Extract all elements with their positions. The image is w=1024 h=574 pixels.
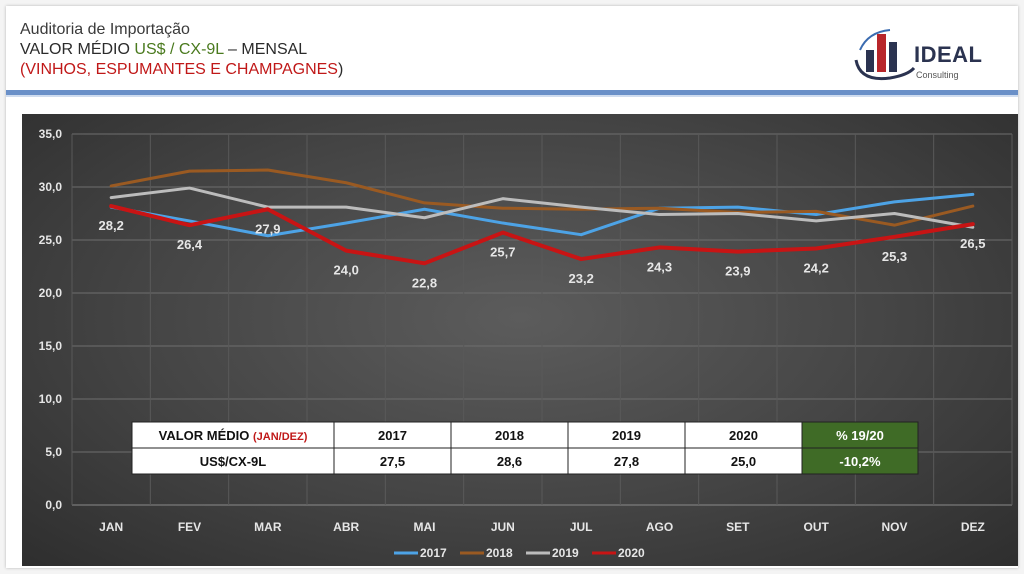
category-text: VINHOS, ESPUMANTES E CHAMPAGNES — [25, 61, 338, 78]
table-year-header: 2020 — [729, 428, 758, 443]
subtitle-prefix: VALOR MÉDIO — [20, 41, 135, 58]
x-tick-label: NOV — [881, 520, 907, 534]
data-label: 23,9 — [725, 264, 750, 279]
table-cell — [450, 421, 569, 449]
series-line-2018 — [109, 168, 975, 227]
table-value: 27,8 — [614, 454, 639, 469]
x-tick-label: MAI — [414, 520, 436, 534]
x-tick-label: JAN — [99, 520, 123, 534]
x-tick-label: FEV — [178, 520, 201, 534]
data-label: 24,3 — [647, 259, 672, 274]
table-row-label: US$/CX-9L — [200, 454, 267, 469]
data-label: 25,7 — [490, 245, 515, 260]
table-cell — [131, 421, 335, 449]
x-tick-label: DEZ — [961, 520, 985, 534]
table-cell — [333, 447, 452, 475]
y-tick-label: 10,0 — [39, 392, 63, 406]
subtitle-currency: US$ / CX-9L — [134, 41, 224, 58]
table-cell — [684, 421, 803, 449]
legend-label: 2018 — [486, 546, 513, 560]
table-value: 25,0 — [731, 454, 756, 469]
table-cell — [567, 447, 686, 475]
data-label: 24,2 — [804, 260, 829, 275]
y-tick-label: 30,0 — [39, 180, 63, 194]
x-tick-label: JUN — [491, 520, 515, 534]
legend: 2017 2018 2019 2020 — [394, 546, 645, 560]
logo-subtitle: Consulting — [916, 70, 959, 80]
table-pct-header: % 19/20 — [836, 428, 884, 443]
company-logo: IDEAL Consulting — [850, 20, 1000, 84]
data-label: 28,2 — [99, 218, 124, 233]
header-category: (VINHOS, ESPUMANTES E CHAMPAGNES) — [20, 60, 343, 80]
header-subtitle: VALOR MÉDIO US$ / CX-9L – MENSAL — [20, 40, 343, 60]
category-close-paren: ) — [337, 61, 344, 78]
chart-area: 0,0 5,0 10,0 15,0 20,0 25,0 30,0 35,0 JAN FEV MAR A… — [22, 114, 1018, 566]
data-label: 27,9 — [255, 221, 280, 236]
table-cell — [801, 447, 919, 475]
summary-table: VALOR MÉDIO (JAN/DEZ) 2017 2018 2019 2020 % 1… — [131, 421, 919, 475]
data-label: 25,3 — [882, 249, 907, 264]
y-tick-label: 0,0 — [45, 498, 62, 512]
legend-label: 2017 — [420, 546, 447, 560]
x-tick-label: AGO — [646, 520, 673, 534]
y-tick-label: 35,0 — [39, 127, 63, 141]
data-label: 23,2 — [569, 271, 594, 286]
series-line-2020 — [109, 204, 975, 266]
y-tick-label: 5,0 — [45, 445, 62, 459]
table-cell — [801, 421, 919, 449]
series-line-2019 — [109, 186, 975, 229]
header-accent-line — [6, 95, 1018, 97]
category-open-paren: ( — [20, 61, 26, 78]
data-label: 24,0 — [334, 263, 359, 278]
x-tick-label: ABR — [333, 520, 359, 534]
subtitle-suffix: – MENSAL — [223, 41, 308, 58]
table-year-header: 2017 — [378, 428, 407, 443]
slide: Auditoria de Importação VALOR MÉDIO US$ … — [6, 6, 1018, 568]
y-tick-label: 25,0 — [39, 233, 63, 247]
header-accent-bar — [6, 90, 1018, 95]
table-header-period: (JAN/DEZ) — [253, 431, 308, 443]
x-tick-label: MAR — [254, 520, 282, 534]
table-pct-value: -10,2% — [839, 454, 881, 469]
table-year-header: 2018 — [495, 428, 524, 443]
table-header-label: VALOR MÉDIO (JAN/DEZ) — [159, 428, 308, 443]
header-title: Auditoria de Importação — [20, 21, 190, 38]
data-label: 22,8 — [412, 275, 437, 290]
legend-label: 2019 — [552, 546, 579, 560]
x-tick-label: SET — [726, 520, 750, 534]
data-label: 26,5 — [960, 236, 985, 251]
table-year-header: 2019 — [612, 428, 641, 443]
logo-name: IDEAL — [914, 42, 983, 67]
header: Auditoria de Importação VALOR MÉDIO US$ … — [20, 20, 343, 80]
legend-label: 2020 — [618, 546, 645, 560]
bar-chart-swoosh-icon — [854, 29, 916, 81]
line-chart: 0,0 5,0 10,0 15,0 20,0 25,0 30,0 35,0 JAN FEV MAR A… — [39, 127, 1013, 560]
y-tick-label: 15,0 — [39, 339, 63, 353]
y-tick-label: 20,0 — [39, 286, 63, 300]
table-value: 27,5 — [380, 454, 405, 469]
table-value: 28,6 — [497, 454, 522, 469]
table-cell — [567, 421, 686, 449]
table-header-label-text: VALOR MÉDIO — [159, 428, 253, 443]
x-tick-label: OUT — [803, 520, 829, 534]
x-tick-label: JUL — [570, 520, 593, 534]
table-cell — [450, 447, 569, 475]
data-label: 26,4 — [177, 237, 203, 252]
